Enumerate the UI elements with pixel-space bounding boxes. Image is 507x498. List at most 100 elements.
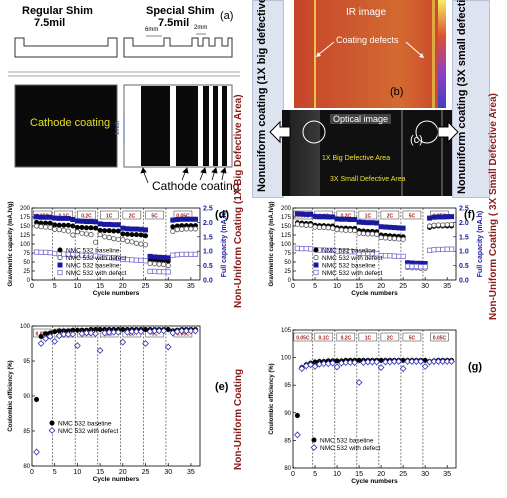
- rate-label-box: [402, 210, 422, 220]
- data-point: [312, 213, 318, 219]
- special-coating-strip-2: [203, 86, 209, 166]
- y-tick-label: 175: [281, 215, 292, 221]
- data-point: [333, 363, 341, 371]
- data-point: [165, 327, 171, 333]
- data-point: [417, 358, 425, 365]
- data-point: [33, 223, 40, 229]
- y-tick-label: 100: [281, 356, 292, 362]
- data-point: [61, 222, 67, 228]
- data-point: [179, 251, 185, 257]
- data-point: [42, 335, 49, 342]
- data-point: [38, 249, 44, 255]
- data-point: [111, 228, 117, 234]
- regular-shim-outline: [14, 37, 118, 58]
- data-point: [188, 251, 194, 257]
- data-point: [382, 235, 389, 241]
- special-shim-size: 7.5mil: [158, 17, 190, 29]
- y2-tick-label: 2.5: [459, 206, 469, 213]
- x-tick-label: 35: [443, 283, 451, 290]
- data-point: [52, 226, 58, 232]
- data-point: [449, 214, 455, 220]
- rate-label-box: [402, 332, 422, 342]
- data-point: [115, 222, 121, 228]
- data-point: [161, 261, 167, 268]
- rate-label-text: 0.2C: [341, 213, 352, 219]
- data-point: [179, 226, 185, 232]
- data-point: [74, 218, 80, 224]
- data-point: [65, 228, 71, 234]
- data-point: [74, 229, 81, 235]
- data-point: [391, 225, 397, 231]
- panel-letter-a: (a): [220, 10, 234, 22]
- data-point: [165, 255, 171, 261]
- data-point: [79, 218, 85, 224]
- rate-label: 0.05C: [430, 332, 449, 341]
- data-point: [396, 225, 402, 231]
- shim-diagram: [8, 33, 240, 184]
- data-point: [152, 254, 158, 260]
- rate-label-box: [145, 210, 164, 220]
- data-point: [356, 357, 362, 363]
- data-point: [129, 239, 135, 245]
- y-tick-label: 75: [284, 251, 291, 257]
- rate-label-text: 0.05C: [176, 331, 190, 337]
- x-axis-label: Cycle numbers: [351, 478, 398, 485]
- y-tick-label: 200: [281, 206, 292, 212]
- data-point: [342, 359, 350, 366]
- data-point: [60, 331, 68, 338]
- data-point: [400, 236, 406, 242]
- data-point: [56, 226, 62, 233]
- x-tick-label: 5: [53, 283, 57, 290]
- data-point: [303, 211, 309, 217]
- data-point: [352, 217, 358, 223]
- data-point: [294, 245, 301, 251]
- data-point: [88, 225, 94, 231]
- x-tick-label: 0: [30, 469, 34, 476]
- right-arrow-icon: [437, 120, 459, 144]
- data-point: [404, 358, 411, 365]
- legend-marker: [313, 269, 319, 276]
- data-point: [33, 448, 40, 456]
- y-tick-label: 50: [284, 260, 291, 266]
- rate-label-text: 5C: [151, 213, 158, 219]
- data-point: [435, 358, 442, 365]
- data-point: [156, 254, 162, 260]
- data-point: [440, 246, 446, 253]
- data-point: [399, 365, 407, 373]
- data-point: [409, 263, 415, 270]
- data-point: [334, 358, 340, 364]
- data-point: [294, 431, 301, 439]
- data-point: [92, 330, 99, 338]
- y-tick-label: 200: [20, 206, 31, 212]
- data-point: [137, 328, 145, 335]
- data-point: [448, 358, 455, 365]
- data-point: [47, 214, 53, 220]
- data-point: [325, 214, 331, 220]
- rate-label-box: [358, 332, 378, 342]
- x-axis-label: Cycle numbers: [93, 476, 140, 483]
- data-point: [106, 221, 112, 227]
- data-point: [120, 327, 126, 333]
- rate-label: 1C: [358, 210, 378, 219]
- y2-tick-label: 0.0: [203, 278, 213, 285]
- chart-g: 0.05C 0.1C 0.2C 1C 2C 5C 0.05C 0 5 10 15 20 25 30 35 Cy…: [269, 328, 482, 485]
- data-point: [70, 223, 76, 229]
- data-point: [374, 231, 380, 237]
- data-point: [444, 221, 450, 228]
- data-point: [316, 214, 322, 220]
- legend-label: NMC 532 with defect: [320, 445, 381, 452]
- data-point: [156, 261, 162, 267]
- rate-label: 5C: [402, 210, 422, 220]
- data-point: [138, 241, 144, 247]
- data-point: [111, 222, 117, 228]
- data-point: [334, 226, 340, 233]
- data-point: [312, 224, 318, 230]
- data-point: [65, 215, 71, 221]
- data-point: [448, 246, 455, 252]
- data-point: [396, 253, 402, 259]
- big-defect-label: 1X Big Defective Area: [322, 155, 391, 162]
- rate-label-box: [77, 210, 96, 220]
- data-point: [133, 232, 139, 238]
- data-point: [174, 217, 180, 223]
- data-point: [52, 329, 58, 335]
